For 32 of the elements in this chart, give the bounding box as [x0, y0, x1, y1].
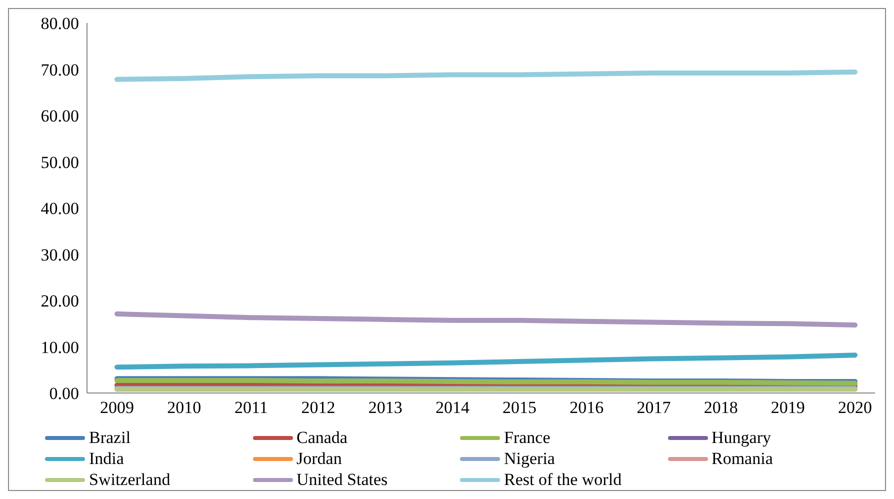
x-tick-label: 2017: [636, 398, 672, 418]
x-tick-label: 2013: [368, 398, 402, 418]
x-tick-label: 2018: [704, 398, 738, 418]
legend-label: Brazil: [89, 427, 131, 448]
legend-label: Romania: [712, 448, 773, 469]
legend-label: Rest of the world: [504, 469, 622, 490]
legend-label: Jordan: [296, 448, 342, 469]
y-tick-label: 60.00: [40, 106, 79, 126]
y-tick-label: 80.00: [40, 14, 79, 34]
y-tick-label: 10.00: [40, 338, 79, 357]
x-tick-label: 2009: [100, 398, 134, 418]
legend-label: Canada: [296, 427, 348, 448]
x-tick-label: 2020: [838, 398, 872, 418]
x-tick-label: 2019: [770, 398, 805, 418]
x-tick-label: 2015: [502, 398, 537, 418]
legend-label: Switzerland: [89, 469, 170, 490]
x-tick-label: 2012: [301, 398, 336, 418]
y-tick-label: 20.00: [40, 292, 79, 311]
x-tick-label: 2010: [167, 398, 202, 418]
y-tick-label: 40.00: [40, 199, 79, 218]
x-tick-label: 2011: [234, 398, 268, 418]
y-tick-label: 0.00: [49, 384, 79, 404]
legend-label: United States: [296, 469, 388, 490]
legend-label: Nigeria: [504, 448, 555, 469]
legend-label: India: [89, 448, 124, 469]
legend-label: France: [504, 427, 550, 448]
y-tick-label: 50.00: [40, 152, 79, 172]
x-tick-label: 2014: [435, 398, 470, 418]
legend-label: Hungary: [712, 427, 771, 448]
x-tick-label: 2016: [570, 398, 604, 418]
y-tick-label: 70.00: [40, 60, 79, 80]
y-tick-label: 30.00: [40, 245, 79, 264]
